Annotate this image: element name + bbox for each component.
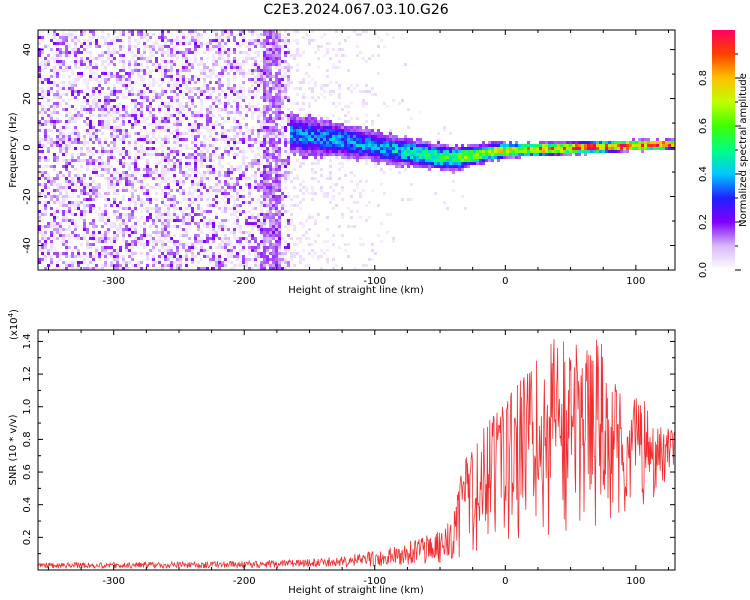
spectrogram-y-tick-label: -40 [22, 237, 33, 253]
snr-y-tick-label: 0.2 [22, 529, 33, 545]
spectrogram-x-tick-label: -200 [233, 276, 256, 287]
snr-x-tick-label: -100 [363, 576, 386, 587]
snr-y-tick-label: 1.0 [22, 399, 33, 415]
snr-x-tick-label: 100 [626, 576, 645, 587]
spectrogram-x-tick-label: -100 [363, 276, 386, 287]
snr-series-line [38, 339, 675, 570]
spectrogram-x-label: Height of straight line (km) [288, 285, 424, 296]
snr-scale-prefix: (x10 [9, 317, 20, 340]
snr-x-tick-label: -300 [102, 576, 125, 587]
snr-panel: -300 -200 -100 0 100 0.2 0.4 0.6 0.8 1.0 1.2 1.4 He… [7, 309, 676, 596]
heatmap-cells [38, 30, 675, 270]
colorbar-tick-label: 0.0 [698, 262, 709, 278]
snr-y-label: SNR (10 * v/v) [8, 414, 19, 485]
spectrogram-y-tick-label: 20 [22, 92, 33, 105]
colorbar-tick-label: 0.2 [698, 214, 709, 230]
snr-scale-factor: (x104) [7, 309, 20, 340]
colorbar-ticks: 0.0 0.2 0.4 0.6 0.8 [698, 53, 741, 278]
snr-y-tick-label: 0.8 [22, 431, 33, 447]
snr-y-tick-label: 1.4 [22, 333, 33, 349]
colorbar-tick-label: 0.6 [698, 118, 709, 134]
colorbar-tick-label: 0.8 [698, 70, 709, 86]
snr-y-tick-label: 0.4 [22, 497, 33, 513]
colorbar-label: Normalized spectral amplitude [738, 73, 749, 227]
spectrogram-frame [37, 29, 676, 271]
spectrogram-y-tick-label: 40 [22, 43, 33, 56]
snr-x-tick-label: 0 [502, 576, 508, 587]
snr-frame [37, 329, 676, 571]
snr-scale-exponent: 4 [7, 312, 15, 317]
spectrogram-x-tick-label: 100 [626, 276, 645, 287]
colorbar: 0.0 0.2 0.4 0.6 0.8 Normalized spectral ampl… [698, 30, 749, 278]
snr-y-tick-label: 1.2 [22, 366, 33, 382]
snr-scale-suffix: ) [9, 309, 20, 313]
spectrogram-x-tick-label: -300 [102, 276, 125, 287]
snr-x-tick-label: -200 [233, 576, 256, 587]
spectrogram-x-tick-label: 0 [502, 276, 508, 287]
colorbar-tick-label: 0.4 [698, 166, 709, 182]
spectrogram-y-tick-label: -20 [22, 188, 33, 204]
spectrogram-y-tick-label: 0 [22, 144, 33, 150]
colorbar-gradient [712, 30, 735, 270]
spectrogram-y-label: Frequency (Hz) [8, 112, 19, 188]
figure-title: C2E3.2024.067.03.10.G26 [263, 2, 448, 18]
snr-y-tick-label: 0.6 [22, 464, 33, 480]
snr-x-label: Height of straight line (km) [288, 585, 424, 596]
snr-axes: -300 -200 -100 0 100 0.2 0.4 0.6 0.8 1.0 1.2 1.4 [22, 330, 675, 587]
